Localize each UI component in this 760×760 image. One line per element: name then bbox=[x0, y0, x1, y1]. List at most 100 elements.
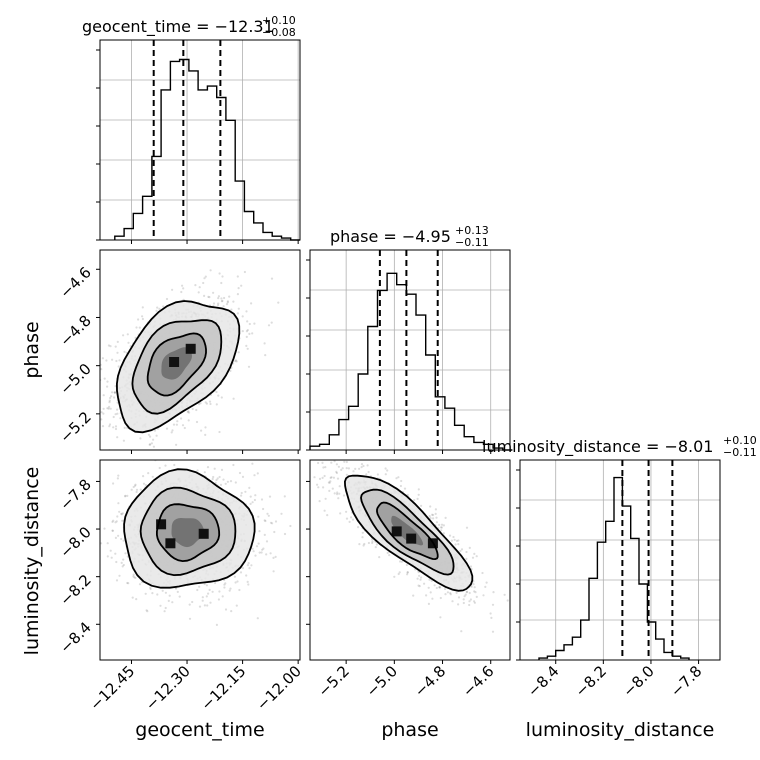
scatter-point bbox=[161, 589, 164, 592]
scatter-point bbox=[247, 583, 250, 586]
scatter-point bbox=[218, 590, 221, 593]
scatter-point bbox=[449, 592, 452, 595]
panels-layer: −5.2−5.0−4.8−4.6−8.4−8.2−8.0−7.8−12.45 −1… bbox=[56, 39, 721, 714]
scatter-point bbox=[417, 584, 420, 587]
scatter-point bbox=[106, 407, 109, 410]
scatter-point bbox=[260, 498, 264, 501]
scatter-point bbox=[131, 596, 134, 599]
scatter-point bbox=[151, 592, 154, 595]
scatter-point bbox=[196, 588, 199, 592]
scatter-point bbox=[439, 616, 442, 619]
scatter-point bbox=[438, 523, 441, 527]
scatter-point bbox=[248, 486, 251, 489]
scatter-point bbox=[434, 512, 437, 516]
scatter-point bbox=[328, 481, 331, 484]
scatter-point bbox=[474, 591, 477, 594]
scatter-point bbox=[352, 470, 355, 473]
scatter-point bbox=[247, 562, 250, 565]
scatter-point bbox=[482, 594, 485, 597]
scatter-point bbox=[439, 526, 443, 529]
scatter-point bbox=[203, 294, 206, 297]
scatter-point bbox=[228, 295, 231, 298]
scatter-point bbox=[114, 552, 117, 555]
scatter-point bbox=[481, 571, 484, 575]
scatter-point bbox=[366, 464, 369, 467]
scatter-point bbox=[250, 564, 253, 567]
scatter-point bbox=[484, 585, 487, 589]
y-tick-label-phase-2: −4.8 bbox=[56, 312, 94, 350]
scatter-point bbox=[149, 586, 152, 589]
scatter-point bbox=[100, 542, 103, 545]
scatter-point bbox=[245, 574, 248, 577]
scatter-point bbox=[198, 403, 201, 406]
scatter-point bbox=[139, 437, 142, 440]
scatter-point bbox=[97, 404, 99, 406]
scatter-point bbox=[263, 519, 266, 522]
scatter-point bbox=[442, 524, 445, 527]
scatter-point bbox=[432, 513, 435, 517]
scatter-point bbox=[106, 385, 109, 388]
scatter-point bbox=[116, 408, 119, 411]
scatter-point bbox=[434, 508, 437, 511]
scatter-point bbox=[294, 464, 296, 466]
scatter-point bbox=[211, 477, 214, 481]
scatter-point bbox=[317, 461, 320, 465]
scatter-point bbox=[329, 454, 331, 456]
scatter-point bbox=[374, 546, 377, 549]
scatter-point bbox=[147, 456, 149, 458]
scatter-point bbox=[413, 499, 416, 502]
scatter-point bbox=[444, 593, 447, 596]
scatter-point bbox=[473, 601, 476, 604]
scatter-point bbox=[135, 488, 139, 491]
scatter-point bbox=[188, 617, 192, 620]
scatter-point bbox=[212, 291, 215, 294]
scatter-point bbox=[264, 354, 267, 357]
scatter-point bbox=[134, 483, 137, 486]
scatter-point bbox=[432, 517, 435, 520]
scatter-point bbox=[203, 604, 206, 607]
scatter-point bbox=[134, 336, 137, 339]
scatter-point bbox=[214, 481, 217, 484]
scatter-point bbox=[221, 299, 224, 302]
scatter-point bbox=[253, 322, 256, 325]
scatter-point bbox=[220, 281, 223, 285]
scatter-point bbox=[141, 315, 144, 318]
scatter-point bbox=[464, 593, 467, 596]
scatter-point bbox=[376, 457, 378, 459]
scatter-point bbox=[234, 360, 237, 363]
panel-frame bbox=[99, 249, 301, 451]
scatter-point bbox=[102, 412, 105, 415]
scatter-point bbox=[442, 532, 445, 535]
scatter-point bbox=[114, 413, 117, 416]
scatter-point bbox=[175, 423, 178, 426]
scatter-point bbox=[473, 552, 476, 556]
joint-panel-phase-luminosity-distance bbox=[285, 428, 511, 664]
scatter-point bbox=[395, 477, 398, 480]
scatter-point bbox=[113, 391, 116, 394]
x-axis-label-phase: phase bbox=[381, 719, 438, 741]
scatter-point bbox=[420, 504, 423, 507]
scatter-point bbox=[326, 514, 329, 517]
scatter-point bbox=[219, 483, 223, 486]
scatter-point bbox=[305, 428, 307, 430]
scatter-point bbox=[285, 467, 287, 469]
scatter-point bbox=[232, 397, 235, 400]
scatter-point bbox=[236, 312, 239, 315]
scatter-point bbox=[209, 402, 212, 406]
scatter-point bbox=[263, 342, 266, 345]
scatter-point bbox=[318, 477, 322, 480]
scatter-point bbox=[333, 492, 336, 495]
scatter-point bbox=[398, 571, 401, 574]
scatter-point bbox=[221, 595, 224, 598]
scatter-point bbox=[105, 359, 108, 362]
scatter-point bbox=[198, 286, 201, 289]
scatter-point bbox=[138, 326, 141, 329]
y-tick-label-phase-0: −5.2 bbox=[56, 408, 94, 446]
scatter-point bbox=[100, 418, 103, 421]
title-phase-main: phase = −4.95 bbox=[330, 227, 451, 246]
scatter-point bbox=[268, 495, 272, 498]
scatter-point bbox=[251, 462, 254, 465]
scatter-point bbox=[199, 402, 202, 405]
scatter-point bbox=[175, 443, 178, 446]
